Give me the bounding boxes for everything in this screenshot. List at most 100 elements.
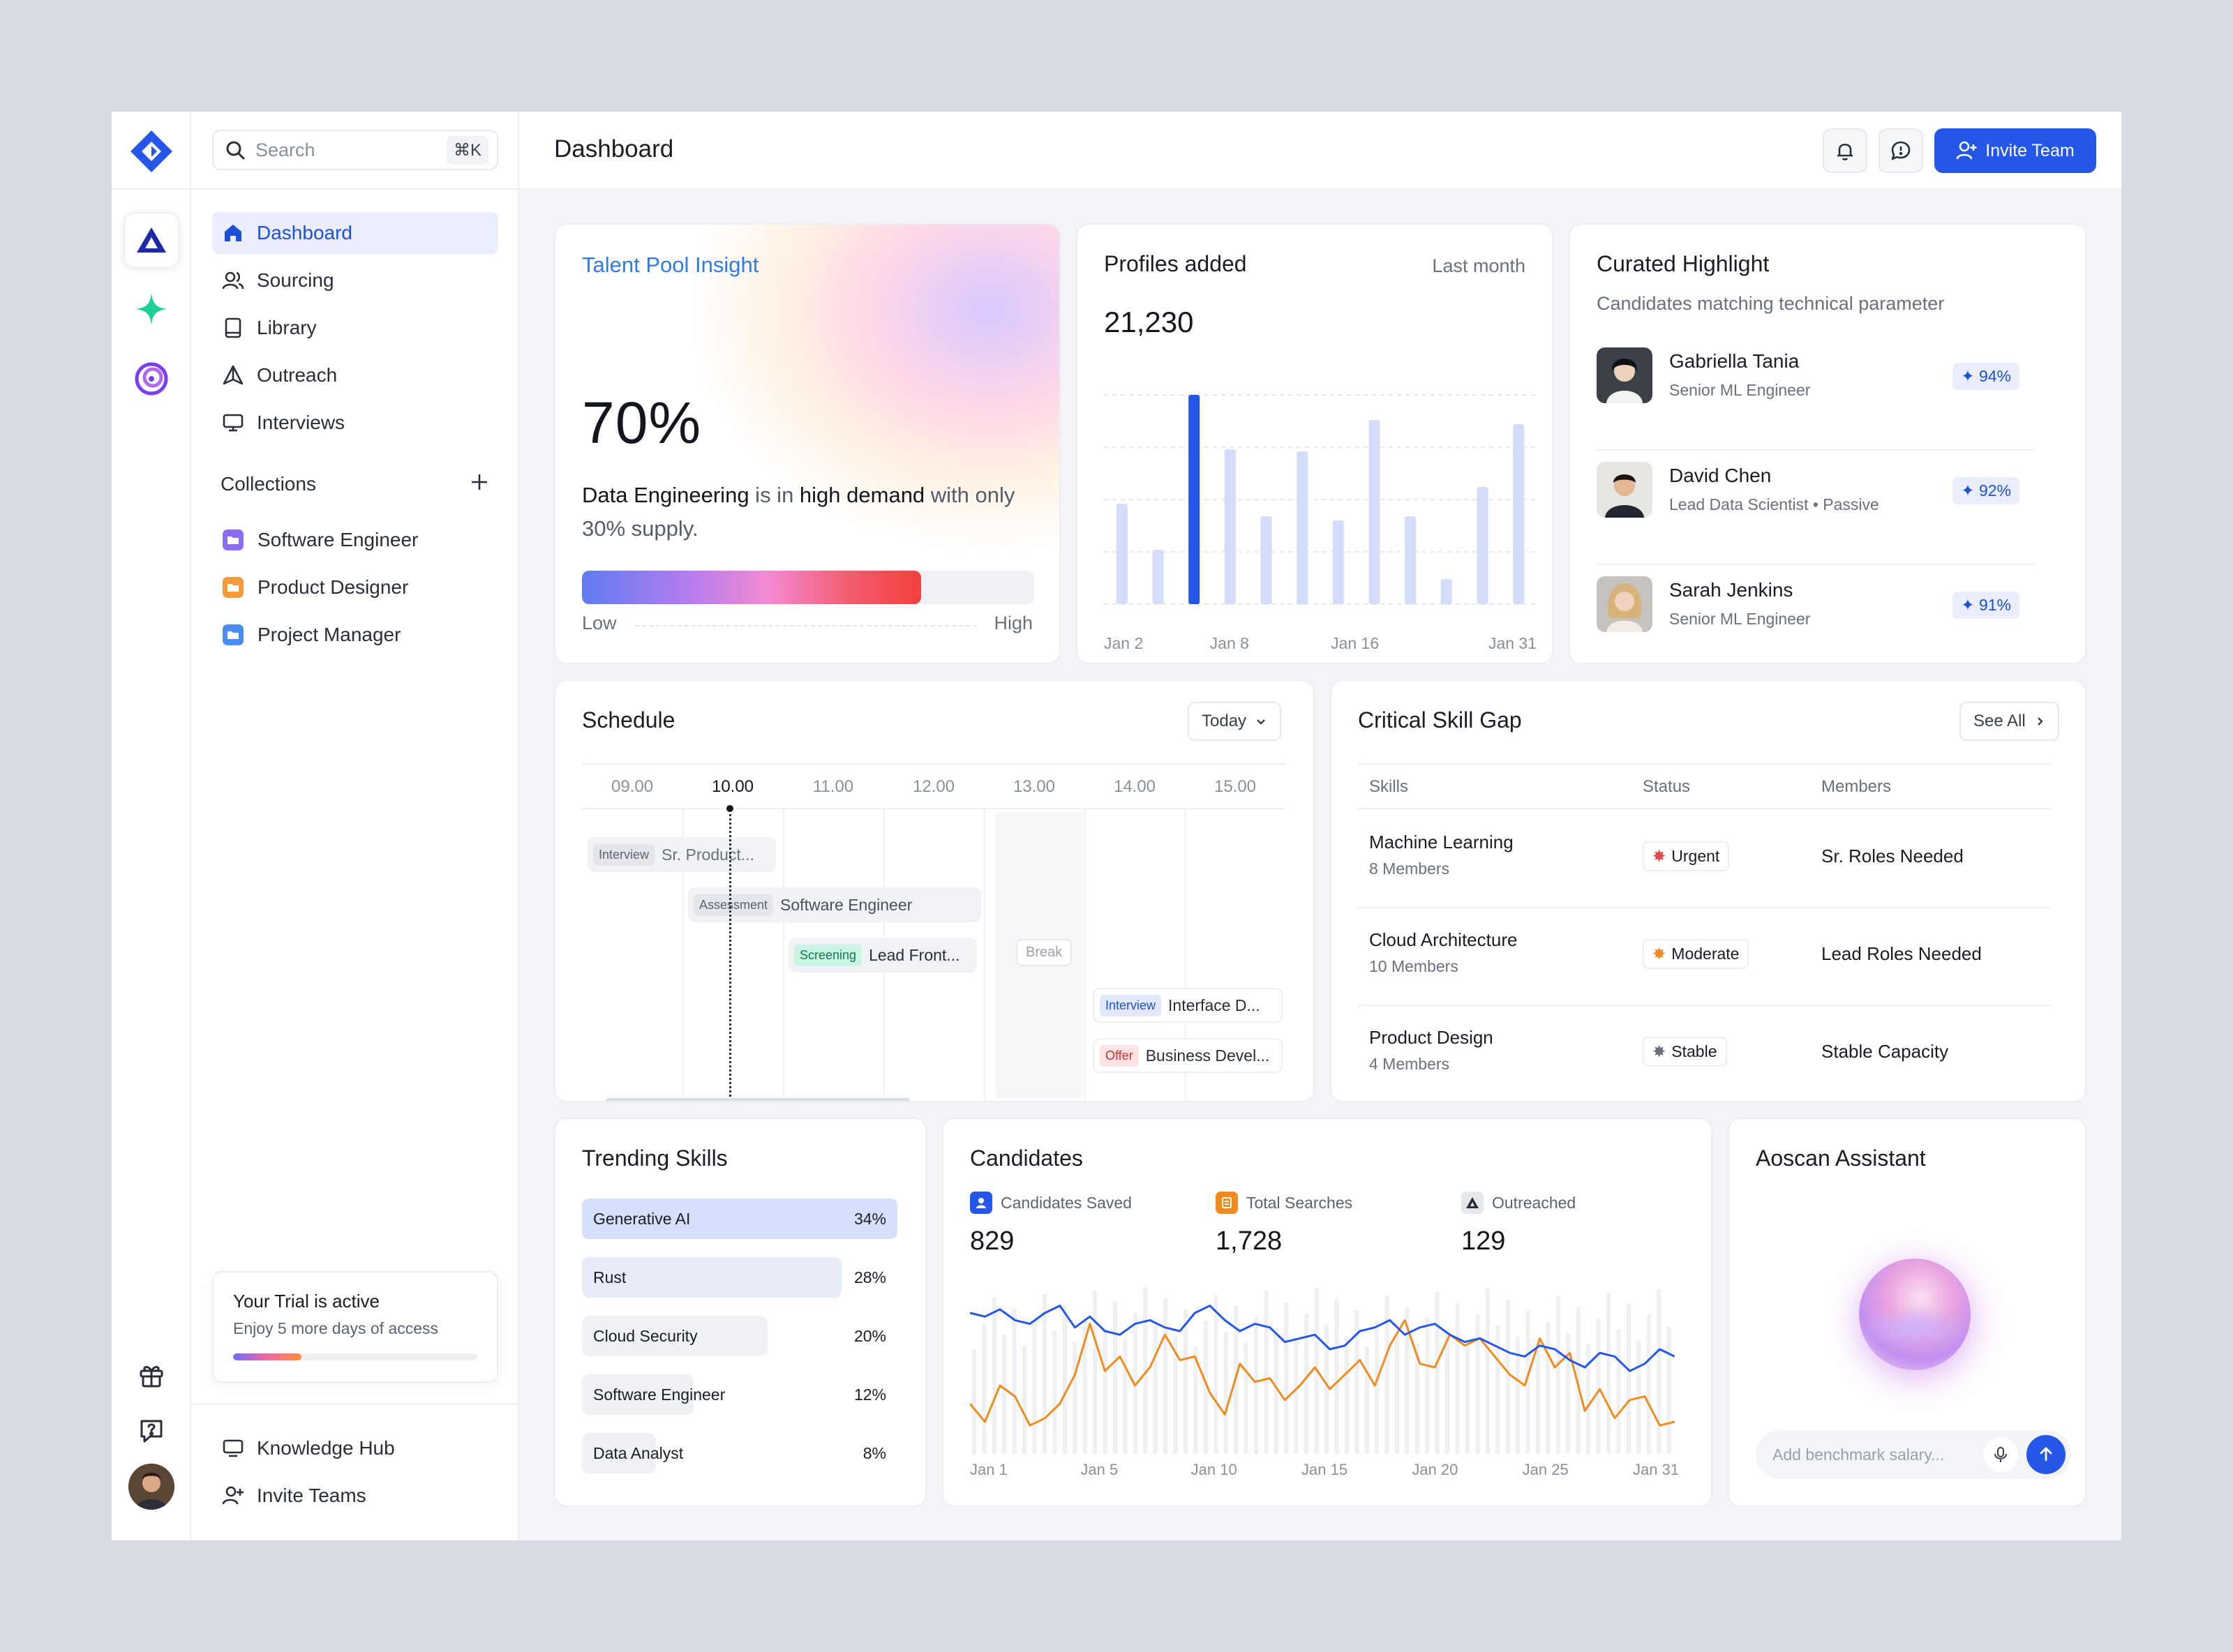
search-input[interactable]: Search [255, 139, 315, 160]
trial-progress [233, 1353, 477, 1360]
search-box[interactable]: Search ⌘K [212, 130, 498, 170]
send-button[interactable] [2026, 1435, 2066, 1474]
background-bar [1032, 1320, 1037, 1454]
trending-skill-row[interactable]: Rust 28% [582, 1257, 897, 1298]
background-bar [1173, 1335, 1178, 1454]
bell-icon [1837, 143, 1853, 160]
background-bar [1395, 1332, 1399, 1454]
trending-skill-row[interactable]: Software Engineer 12% [582, 1374, 897, 1415]
help-chat-icon[interactable] [134, 1413, 169, 1448]
stat-outreached: Outreached 129 [1461, 1192, 1576, 1256]
candidate-role: Lead Data Scientist • Passive [1669, 495, 1879, 513]
trending-skill-row[interactable]: Generative AI 34% [582, 1199, 897, 1239]
messages-button[interactable] [1879, 128, 1923, 173]
trending-skill-row[interactable]: Data Analyst 8% [582, 1433, 897, 1473]
schedule-card: Schedule Today 09.00 10.00 11.00 12.00 1… [554, 679, 1315, 1102]
candidate-row[interactable]: David Chen Lead Data Scientist • Passive… [1597, 451, 2035, 565]
assistant-input[interactable]: Add benchmark salary... [1772, 1445, 1945, 1464]
assistant-input-bar[interactable]: Add benchmark salary... [1756, 1430, 2071, 1479]
background-bar [1193, 1346, 1198, 1454]
x-axis-label: Jan 8 [1210, 634, 1249, 652]
column-header: Skills [1369, 777, 1409, 796]
arrow-up-icon [2040, 1447, 2052, 1462]
critical-skill-gap-card: Critical Skill Gap See All Skills Status… [1330, 679, 2086, 1102]
background-bar [1123, 1339, 1128, 1454]
nav-interviews[interactable]: Interviews [212, 402, 498, 444]
candidate-row[interactable]: Sarah Jenkins Senior ML Engineer ✦ 91% [1597, 565, 2035, 663]
trending-skill-row[interactable]: Cloud Security 20% [582, 1316, 897, 1356]
see-all-button[interactable]: See All [1959, 702, 2059, 741]
home-icon [221, 220, 246, 246]
nav-invite-teams[interactable]: Invite Teams [212, 1475, 498, 1517]
skill-name: Machine Learning [1369, 832, 1514, 853]
collection-product-designer[interactable]: Product Designer [212, 566, 498, 608]
schedule-event[interactable]: Interview Interface D... [1093, 988, 1283, 1023]
background-bar [1002, 1335, 1007, 1454]
x-axis-label: Jan 31 [1488, 634, 1537, 652]
rail-sparkle-icon[interactable] [134, 292, 169, 326]
user-avatar[interactable] [128, 1464, 174, 1510]
collection-project-manager[interactable]: Project Manager [212, 614, 498, 656]
add-collection-button[interactable] [468, 470, 491, 494]
nav-knowledge-hub[interactable]: Knowledge Hub [212, 1427, 498, 1469]
status-badge: ✸ Urgent [1643, 841, 1730, 871]
background-bar [1546, 1322, 1551, 1454]
background-bar [1414, 1344, 1419, 1454]
background-bar [1505, 1300, 1510, 1454]
candidates-title: Candidates [970, 1146, 1083, 1171]
schedule-event[interactable]: Offer Business Devel... [1093, 1038, 1283, 1073]
trending-skill-name: Data Analyst [593, 1444, 684, 1462]
notifications-button[interactable] [1823, 128, 1867, 173]
background-bar [1354, 1310, 1359, 1454]
rail-swirl-icon[interactable] [134, 361, 169, 396]
background-bar [1536, 1348, 1540, 1454]
background-bar [1626, 1304, 1631, 1454]
nav-library[interactable]: Library [212, 307, 498, 349]
trial-card[interactable]: Your Trial is active Enjoy 5 more days o… [212, 1271, 498, 1383]
trending-skill-bar [582, 1316, 768, 1356]
collection-software-engineer[interactable]: Software Engineer [212, 519, 498, 561]
users-icon [221, 268, 246, 293]
profiles-bar-chart: Jan 2 Jan 8 Jan 16 Jan 31 [1104, 394, 1537, 652]
schedule-scrollbar[interactable] [606, 1098, 910, 1101]
skill-name: Cloud Architecture [1369, 929, 1518, 950]
trending-skill-name: Software Engineer [593, 1386, 726, 1404]
schedule-event[interactable]: Interview Sr. Product... [588, 837, 776, 872]
schedule-event[interactable]: Screening Lead Front... [789, 938, 977, 973]
search-icon [226, 141, 245, 160]
candidate-role: Senior ML Engineer [1669, 381, 1811, 399]
table-row[interactable]: Product Design 4 Members ✸ Stable Stable … [1358, 1006, 2050, 1101]
background-bar [1657, 1289, 1661, 1454]
candidate-row[interactable]: Gabriella Tania Senior ML Engineer ✦ 94% [1597, 336, 2035, 451]
background-bar [1364, 1347, 1369, 1454]
profiles-bar [1477, 487, 1488, 604]
trending-skill-bar [582, 1257, 842, 1298]
brand-logo-icon[interactable] [127, 127, 176, 176]
nav-label: Sourcing [257, 269, 334, 291]
invite-team-button[interactable]: Invite Team [1934, 128, 2096, 173]
x-axis-label: Jan 31 [1633, 1461, 1680, 1478]
nav-sourcing[interactable]: Sourcing [212, 260, 498, 301]
background-bar [1555, 1296, 1560, 1454]
microphone-button[interactable] [1983, 1437, 2018, 1472]
nav-outreach[interactable]: Outreach [212, 354, 498, 396]
table-row[interactable]: Machine Learning 8 Members ✸ Urgent Sr. R… [1358, 811, 2050, 908]
match-score-badge: ✦ 92% [1952, 477, 2019, 504]
trending-skill-pct: 8% [862, 1444, 886, 1462]
schedule-filter-dropdown[interactable]: Today [1188, 702, 1282, 741]
gift-icon[interactable] [134, 1358, 169, 1392]
trending-skill-pct: 28% [853, 1268, 886, 1286]
profiles-period[interactable]: Last month [1432, 255, 1525, 276]
monitor-icon [221, 410, 246, 435]
time-label: 13.00 [1013, 777, 1056, 796]
schedule-event[interactable]: Assessment Software Engineer [688, 887, 981, 922]
background-bar [1244, 1343, 1248, 1454]
triangle-logo-icon [137, 227, 166, 253]
x-axis-label: Jan 20 [1412, 1461, 1458, 1478]
plus-icon [472, 474, 487, 490]
trending-title: Trending Skills [582, 1146, 728, 1171]
table-row[interactable]: Cloud Architecture 10 Members ✸ Moderate … [1358, 908, 2050, 1006]
nav-dashboard[interactable]: Dashboard [212, 212, 498, 254]
rail-app-aoscan[interactable] [124, 212, 179, 268]
background-bar [1223, 1332, 1228, 1454]
